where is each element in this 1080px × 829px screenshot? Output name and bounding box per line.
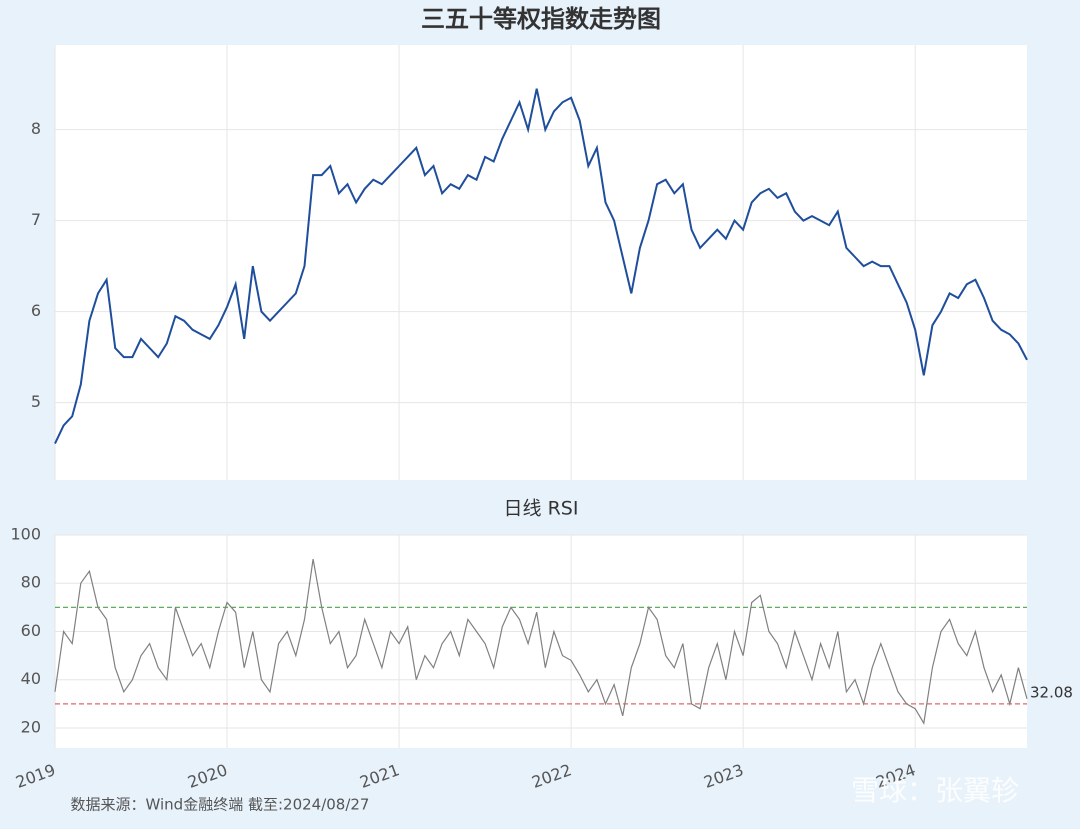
y-tick-label: 8 xyxy=(31,119,41,138)
chart-title: 日线 RSI xyxy=(504,498,579,520)
y-tick-label: 100 xyxy=(10,525,41,544)
y-tick-label: 80 xyxy=(21,573,41,592)
y-tick-label: 7 xyxy=(31,210,41,229)
source: 数据来源：Wind金融终端 截至:2024/08/27 xyxy=(71,796,370,814)
line xyxy=(54,88,1028,445)
y-tick-label: 5 xyxy=(31,392,41,411)
y-tick-label: 60 xyxy=(21,621,41,640)
chart-title: 三五十等权指数走势图 xyxy=(421,5,661,33)
watermark: 雪球：张翼轸 xyxy=(851,774,1019,807)
y-tick-label: 40 xyxy=(21,669,41,688)
plot-area xyxy=(55,45,1027,480)
line xyxy=(54,558,1028,725)
value-label: 32.08 xyxy=(1030,683,1073,701)
y-tick-label: 6 xyxy=(31,301,41,320)
y-tick-label: 20 xyxy=(21,717,41,736)
